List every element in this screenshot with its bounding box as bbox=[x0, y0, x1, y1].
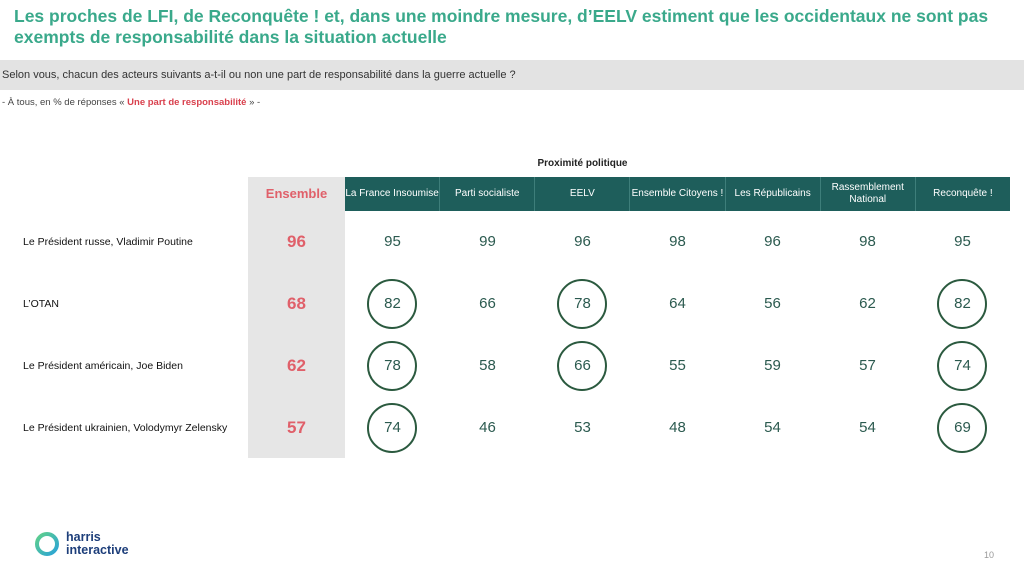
value-text: 96 bbox=[764, 233, 781, 250]
cell-value: 57 bbox=[820, 335, 915, 397]
value-text: 59 bbox=[764, 357, 781, 374]
logo-ring-icon bbox=[35, 532, 59, 556]
highlight-circle bbox=[937, 403, 987, 453]
table-row: Le Président russe, Vladimir Poutine 96 95… bbox=[0, 211, 1024, 273]
cell-value: 82 bbox=[915, 273, 1010, 335]
slide-title: Les proches de LFI, de Reconquête ! et, … bbox=[14, 6, 989, 47]
column-header: La France Insoumise bbox=[345, 188, 439, 199]
highlight-circle bbox=[937, 279, 987, 329]
highlight-circle bbox=[557, 341, 607, 391]
highlight-circle bbox=[367, 341, 417, 391]
highlight-circle bbox=[367, 403, 417, 453]
row-label: Le Président ukrainien, Volodymyr Zelens… bbox=[23, 422, 228, 434]
value-text: 98 bbox=[859, 233, 876, 250]
highlight-circle bbox=[367, 279, 417, 329]
table-row: Le Président américain, Joe Biden 62 78 58 6… bbox=[0, 335, 1024, 397]
cell-value: 82 bbox=[345, 273, 440, 335]
highlight-circle bbox=[557, 279, 607, 329]
value-text: 98 bbox=[669, 233, 686, 250]
ensemble-value: 96 bbox=[287, 232, 306, 251]
cell-value: 78 bbox=[345, 335, 440, 397]
ensemble-column-bg bbox=[248, 177, 345, 458]
value-text: 95 bbox=[954, 233, 971, 250]
ensemble-value: 68 bbox=[287, 294, 306, 313]
column-headers: La France Insoumise Parti socialiste EELV E… bbox=[345, 177, 1010, 211]
cell-value: 55 bbox=[630, 335, 725, 397]
cell-value: 46 bbox=[440, 397, 535, 459]
value-text: 96 bbox=[574, 233, 591, 250]
ensemble-value: 62 bbox=[287, 356, 306, 375]
table-row: Le Président ukrainien, Volodymyr Zelens… bbox=[0, 397, 1024, 459]
cell-value: 74 bbox=[345, 397, 440, 459]
base-highlight: Une part de responsabilité bbox=[127, 97, 247, 108]
row-label: L’OTAN bbox=[23, 298, 59, 310]
value-text: 55 bbox=[669, 357, 686, 374]
cell-value: 66 bbox=[440, 273, 535, 335]
row-label: Le Président russe, Vladimir Poutine bbox=[23, 236, 193, 248]
cell-value: 54 bbox=[725, 397, 820, 459]
page-number: 10 bbox=[984, 550, 995, 560]
cell-value: 59 bbox=[725, 335, 820, 397]
cell-value: 78 bbox=[535, 273, 630, 335]
cell-value: 99 bbox=[440, 211, 535, 273]
ensemble-value: 57 bbox=[287, 418, 306, 437]
column-header: Reconquête ! bbox=[914, 177, 1010, 211]
harris-logo: harris interactive bbox=[34, 531, 129, 557]
value-text: 57 bbox=[859, 357, 876, 374]
value-text: 99 bbox=[479, 233, 496, 250]
column-header: Parti socialiste bbox=[439, 177, 534, 211]
ensemble-header: Ensemble bbox=[265, 186, 328, 201]
cell-value: 64 bbox=[630, 273, 725, 335]
value-text: 53 bbox=[574, 419, 591, 436]
cell-value: 48 bbox=[630, 397, 725, 459]
cell-value: 98 bbox=[630, 211, 725, 273]
value-text: 46 bbox=[479, 419, 496, 436]
value-text: 54 bbox=[859, 419, 876, 436]
cell-value: 96 bbox=[725, 211, 820, 273]
cell-value: 53 bbox=[535, 397, 630, 459]
value-text: 64 bbox=[669, 295, 686, 312]
value-text: 58 bbox=[479, 357, 496, 374]
column-header: Ensemble Citoyens ! bbox=[629, 177, 724, 211]
cell-value: 95 bbox=[915, 211, 1010, 273]
value-text: 95 bbox=[384, 233, 401, 250]
column-header: Les Républicains bbox=[724, 177, 820, 211]
cell-value: 56 bbox=[725, 273, 820, 335]
cell-value: 74 bbox=[915, 335, 1010, 397]
row-label: Le Président américain, Joe Biden bbox=[23, 360, 183, 372]
highlight-circle bbox=[937, 341, 987, 391]
value-text: 54 bbox=[764, 419, 781, 436]
cell-value: 58 bbox=[440, 335, 535, 397]
base-suffix: » - bbox=[246, 97, 261, 108]
cell-value: 62 bbox=[820, 273, 915, 335]
table-row: L’OTAN 68 82 66 78 64 56 62 82 bbox=[0, 273, 1024, 335]
cell-value: 54 bbox=[820, 397, 915, 459]
value-text: 66 bbox=[479, 295, 496, 312]
value-text: 48 bbox=[669, 419, 686, 436]
cell-value: 69 bbox=[915, 397, 1010, 459]
base-prefix: - À tous, en % de réponses « bbox=[2, 97, 128, 108]
cell-value: 95 bbox=[345, 211, 440, 273]
cell-value: 98 bbox=[820, 211, 915, 273]
value-text: 56 bbox=[764, 295, 781, 312]
value-text: 62 bbox=[859, 295, 876, 312]
column-header: Rassemblement National bbox=[819, 177, 915, 211]
cell-value: 96 bbox=[535, 211, 630, 273]
cell-value: 66 bbox=[535, 335, 630, 397]
base-note: - À tous, en % de réponses « Une part de… bbox=[2, 97, 260, 108]
question-bar: Selon vous, chacun des acteurs suivants … bbox=[0, 60, 1024, 90]
group-label: Proximité politique bbox=[537, 158, 628, 169]
column-header: EELV bbox=[534, 177, 629, 211]
